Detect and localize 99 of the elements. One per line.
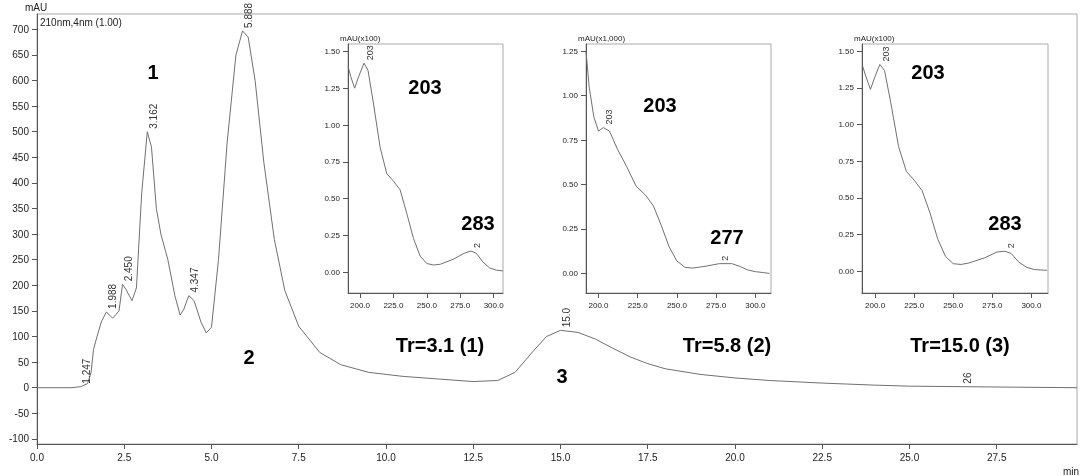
x-axis-title: min	[1063, 465, 1080, 476]
x-tick-label: 275.0	[982, 300, 1003, 310]
line-series	[36, 30, 1078, 389]
y-tick-label: 650	[12, 49, 30, 61]
annotation: 3.162	[147, 103, 159, 129]
x-tick-label: 7.5	[291, 451, 307, 463]
x-tick-label: 10.0	[376, 451, 397, 463]
y-axis-title: mAU(x1,000)	[578, 33, 626, 43]
y-tick-label: 1.25	[838, 83, 855, 93]
y-tick-label: 0.50	[562, 180, 579, 190]
annotation: Tr=5.8 (2)	[682, 334, 772, 356]
y-tick-label: 300	[12, 228, 30, 240]
x-tick-label: 20.0	[725, 451, 746, 463]
x-tick-label: 300.0	[1021, 300, 1042, 310]
x-tick-label: 275.0	[450, 300, 471, 310]
line-series	[585, 50, 770, 274]
x-tick-label: 0.0	[30, 451, 45, 463]
y-tick-label: 1.50	[838, 46, 855, 56]
y-tick-label: 200	[12, 279, 30, 291]
x-tick-label: 5.0	[204, 451, 219, 463]
annotation: Tr=15.0 (3)	[910, 334, 1010, 356]
y-tick-label: 550	[12, 100, 30, 112]
x-tick-label: 250.0	[416, 300, 438, 310]
y-tick-label: 1.00	[562, 91, 579, 101]
y-tick-label: 1.25	[562, 46, 579, 56]
line-series	[347, 62, 504, 272]
y-tick-label: 1.00	[324, 120, 341, 130]
y-tick-label: 450	[12, 151, 30, 163]
annotation: 203	[408, 76, 442, 98]
annotation: 2.450	[123, 255, 134, 282]
x-tick-label: 27.5	[987, 451, 1007, 463]
y-tick-label: 0.50	[324, 194, 341, 204]
y-tick-label: 1.25	[324, 83, 341, 93]
y-tick-label: 0.00	[324, 267, 341, 277]
x-tick-label: 225.0	[627, 300, 649, 310]
annotation: 210nm,4nm (1.00)	[40, 16, 122, 28]
annotation: 203	[911, 61, 945, 83]
y-tick-label: 0.75	[324, 157, 341, 167]
y-tick-label: 0.25	[324, 231, 341, 241]
y-tick-label: 150	[12, 305, 30, 317]
y-tick-label: 1.00	[838, 120, 855, 130]
x-tick-label: 15.0	[550, 451, 571, 463]
x-tick-label: 17.5	[638, 451, 658, 463]
x-tick-label: 200.0	[865, 300, 886, 310]
y-tick-label: 350	[12, 203, 30, 215]
y-tick-label: -100	[8, 433, 30, 445]
x-tick-label: 200.0	[350, 300, 371, 310]
x-tick-label: 25.0	[899, 451, 920, 463]
x-tick-label: 300.0	[483, 300, 505, 310]
annotation: 4.347	[189, 267, 201, 293]
x-tick-label: 250.0	[943, 300, 964, 310]
y-tick-label: 400	[12, 177, 30, 189]
y-tick-label: 700	[12, 23, 30, 35]
annotation: 3	[556, 365, 568, 387]
y-tick-label: 250	[12, 254, 30, 266]
y-tick-label: 600	[12, 75, 30, 87]
annotation: 5.888	[243, 2, 255, 28]
annotation: 1	[147, 61, 159, 83]
annotation: 1.247	[81, 358, 93, 384]
line-series	[862, 64, 1048, 271]
y-tick-label: 50	[17, 356, 30, 368]
x-tick-label: 225.0	[383, 300, 404, 310]
x-tick-label: 2.5	[117, 451, 132, 463]
y-tick-label: -50	[14, 407, 30, 419]
annotation: 2	[243, 346, 255, 368]
y-axis-title: mAU	[25, 1, 48, 13]
annotation: Tr=3.1 (1)	[395, 334, 485, 356]
annotation: 2	[720, 255, 731, 261]
y-axis-title: mAU(x100)	[854, 33, 895, 43]
annotation: 283	[461, 212, 495, 234]
y-tick-label: 0.00	[838, 266, 855, 276]
y-tick-label: 1.50	[324, 46, 341, 56]
y-axis-title: mAU(x100)	[340, 33, 381, 43]
annotation: 2	[1005, 243, 1016, 249]
y-tick-label: 0.75	[562, 135, 579, 145]
annotation: 203	[365, 45, 376, 61]
y-tick-label: 500	[12, 126, 30, 138]
y-tick-label: 100	[12, 331, 30, 342]
annotation: 277	[710, 226, 744, 248]
annotation: 1.988	[106, 283, 118, 309]
y-tick-label: 0.00	[562, 268, 579, 278]
annotation: 26	[962, 372, 974, 384]
annotation: 203	[604, 109, 615, 125]
annotation: 283	[988, 212, 1022, 234]
y-tick-label: 0.25	[562, 224, 579, 234]
annotation: 2	[471, 242, 482, 249]
x-tick-label: 275.0	[706, 300, 727, 310]
y-tick-label: 0	[23, 382, 30, 394]
annotation: 203	[643, 94, 677, 116]
x-tick-label: 225.0	[904, 300, 925, 310]
annotation: 203	[880, 46, 891, 62]
x-tick-label: 300.0	[745, 300, 766, 310]
x-tick-label: 12.5	[463, 451, 484, 463]
y-tick-label: 0.50	[838, 193, 855, 203]
x-tick-label: 22.5	[812, 451, 833, 463]
x-tick-label: 250.0	[666, 300, 688, 310]
x-tick-label: 200.0	[588, 300, 610, 310]
y-tick-label: 0.25	[838, 229, 855, 239]
y-tick-label: 0.75	[838, 156, 855, 166]
